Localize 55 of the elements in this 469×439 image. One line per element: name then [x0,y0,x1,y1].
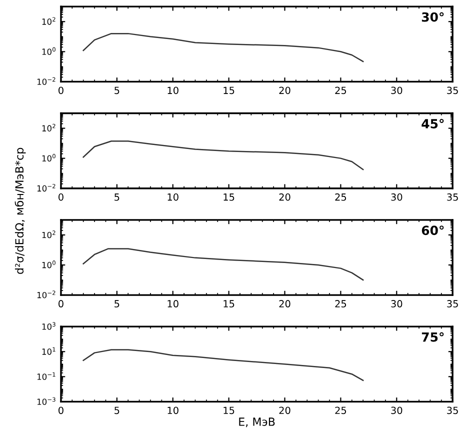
line-series [82,248,364,281]
x-tick-label: 10 [168,300,178,308]
x-tick-label: 20 [279,406,290,414]
y-tick-label: 10$^{1}$ [42,347,56,355]
y-tick-label: 10$^{−2}$ [37,290,56,298]
x-tick-label: 25 [335,406,346,414]
x-tick-label: 35 [447,86,458,94]
x-tick-label: 25 [335,86,346,94]
x-tick-label: 30 [391,406,402,414]
x-tick-label: 0 [58,86,64,94]
x-axis-title: E, МэВ [239,418,275,428]
x-tick-label: 5 [114,194,120,201]
annotation: 30° [422,12,444,22]
x-tick-label: 20 [279,300,290,308]
y-tick-label: 10$^{2}$ [42,230,56,238]
annotation: 60° [422,226,444,236]
x-tick-label: 30 [391,193,402,201]
x-tick-label: 0 [58,300,64,308]
line-series [82,140,364,170]
y-tick-label: 10$^{0}$ [42,154,56,162]
annotation: 45° [422,118,444,128]
x-tick-label: 5 [114,86,120,94]
x-tick-label: 35 [447,300,458,308]
annotation: 75° [422,332,444,342]
x-tick-label: 15 [224,194,234,201]
y-tick-label: 10$^{0}$ [42,47,56,55]
y-tick-label: 10$^{−2}$ [37,77,56,85]
y-tick-label: 10$^{−3}$ [37,397,56,405]
x-tick-label: 5 [114,406,120,414]
y-axis-title: d²σ/dEdΩ, мбн/МэВ*ср [14,148,26,274]
x-tick-label: 35 [447,193,458,201]
x-tick-label: 10 [168,193,178,201]
x-tick-label: 10 [168,86,178,94]
x-tick-label: 25 [335,193,346,201]
y-tick-label: 10$^{0}$ [42,260,56,268]
line-series [82,32,364,62]
y-tick-label: 10$^{−2}$ [37,184,56,192]
x-tick-label: 25 [335,300,346,308]
x-tick-label: 15 [224,300,234,308]
x-tick-label: 30 [391,300,402,308]
x-tick-label: 20 [279,193,290,201]
line-series [82,349,364,382]
x-tick-label: 0 [58,406,64,414]
x-tick-label: 15 [224,406,234,414]
y-tick-label: 10$^{3}$ [42,322,56,330]
x-tick-label: 0 [58,193,64,201]
x-tick-label: 15 [224,86,234,94]
x-tick-label: 35 [447,406,458,414]
x-tick-label: 10 [168,406,178,414]
y-tick-label: 10$^{2}$ [42,17,56,25]
y-tick-label: 10$^{−1}$ [37,372,56,380]
x-tick-label: 20 [279,86,290,94]
x-tick-label: 30 [391,86,402,94]
x-tick-label: 5 [114,300,120,308]
y-tick-label: 10$^{2}$ [42,124,56,132]
